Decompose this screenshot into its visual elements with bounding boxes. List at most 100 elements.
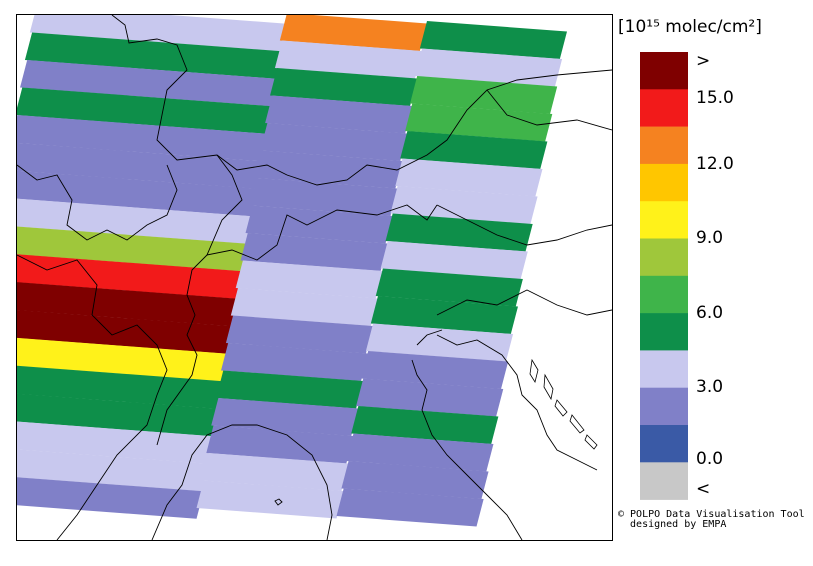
swath-pixel <box>250 178 398 216</box>
swath-pixel <box>390 186 538 224</box>
swath-pixel <box>196 480 344 519</box>
swath-pixel <box>365 323 514 362</box>
croatian-islands <box>529 358 598 450</box>
swath-pixel <box>29 15 287 52</box>
swath-pixel <box>230 288 378 326</box>
island-2 <box>543 373 554 401</box>
swath-pixel <box>361 351 509 389</box>
border-france-switzerland <box>111 15 288 176</box>
border-italy-france <box>156 254 208 446</box>
swath-pixel <box>221 343 369 381</box>
swath-pixel <box>410 76 558 114</box>
legend-label-9: 9.0 <box>696 228 723 248</box>
legend-bin-4.5 <box>640 350 688 388</box>
island-5 <box>584 434 598 450</box>
swath-pixel <box>245 205 393 244</box>
swath-pixel <box>17 477 204 519</box>
legend-bin-10.5 <box>640 201 688 239</box>
swath-pixel <box>270 68 418 106</box>
swath-pixel <box>414 48 563 87</box>
legend-bin-12 <box>640 163 688 202</box>
legend-bin-below-min <box>640 462 688 500</box>
swath-pixel <box>201 453 349 491</box>
swath-pixel <box>356 378 504 417</box>
legend-unit: [10¹⁵ molec/cm²] <box>618 17 762 37</box>
swath-pixel <box>279 15 427 51</box>
swath-pixel <box>385 213 533 252</box>
swath-pixel <box>17 226 248 272</box>
swath-pixel <box>17 337 229 382</box>
satellite-swath-map <box>17 15 612 540</box>
swath-pixel <box>17 142 263 189</box>
swath-pixel <box>17 393 219 437</box>
swath-pixel <box>216 370 364 409</box>
swath-pixel <box>400 131 548 169</box>
coast-adriatic-north <box>411 359 523 540</box>
map-panel <box>16 14 613 541</box>
coastline <box>151 329 598 540</box>
swath-pixel <box>17 115 268 162</box>
legend-label-0: 0.0 <box>696 449 723 469</box>
legend-bin-13.5 <box>640 126 688 165</box>
border-north-west <box>17 164 178 241</box>
swath-pixel <box>380 241 528 279</box>
legend-label-12: 12.0 <box>696 154 734 174</box>
swath-pixel <box>17 170 258 217</box>
swath-pixel <box>17 198 253 244</box>
legend-bin-15 <box>640 89 688 127</box>
swath-pixel <box>336 488 484 527</box>
border-switzerland-italy <box>206 154 438 261</box>
country-borders <box>17 15 612 540</box>
swath-pixel <box>260 123 408 161</box>
coast-gulf <box>416 329 443 346</box>
legend-bin-7.5 <box>640 275 688 314</box>
legend-bins <box>640 52 688 500</box>
swath-pixel <box>395 158 543 197</box>
swath-pixel <box>17 365 224 409</box>
legend-label-15: 15.0 <box>696 88 734 108</box>
satellite-swath <box>17 15 567 527</box>
swath-pixel <box>274 40 423 79</box>
coast-ligurian <box>151 424 333 540</box>
border-switzerland-austria <box>286 69 612 186</box>
swath-pixel <box>341 461 489 499</box>
swath-pixel <box>235 260 383 299</box>
legend-bin-6 <box>640 313 688 351</box>
legend-bin-3 <box>640 387 688 426</box>
legend-label-3: 3.0 <box>696 377 723 397</box>
swath-pixel <box>351 406 499 444</box>
swath-pixel <box>206 425 354 464</box>
swath-pixel <box>17 254 243 299</box>
swath-pixel <box>370 296 518 334</box>
swath-pixel <box>211 398 359 436</box>
swath-pixel <box>17 310 234 354</box>
coast-istria <box>436 334 598 471</box>
swath-pixel <box>375 268 523 307</box>
swath-pixel <box>405 103 553 142</box>
swath-pixel <box>225 315 374 354</box>
swath-pixel <box>24 32 283 79</box>
swath-pixel <box>265 95 413 134</box>
swath-pixel <box>17 449 209 492</box>
island-3 <box>554 399 568 417</box>
island-elba <box>274 498 283 506</box>
legend-bin-9 <box>640 238 688 277</box>
island-4 <box>569 414 585 434</box>
legend-bin-1.5 <box>640 425 688 463</box>
credit-line-1: © POLPO Data Visualisation Tool <box>618 509 805 520</box>
border-north-east <box>486 89 612 131</box>
credit-line-2: designed by EMPA <box>618 519 727 530</box>
credit-text: © POLPO Data Visualisation Tool designed… <box>618 510 805 530</box>
color-legend: [10¹⁵ molec/cm²] > 15.0 12.0 9.0 6.0 3.0… <box>618 17 762 500</box>
swath-pixel <box>20 60 278 107</box>
swath-pixel <box>419 21 567 59</box>
legend-bin-above-max <box>640 52 688 90</box>
swath-pixel <box>17 282 238 327</box>
legend-label-6: 6.0 <box>696 303 723 323</box>
legend-label-below: < <box>696 479 710 499</box>
border-austria-italy <box>436 204 612 246</box>
legend-label-above: > <box>696 51 710 71</box>
swath-pixel <box>17 87 273 134</box>
border-inland-west <box>17 254 168 540</box>
island-1 <box>529 358 539 384</box>
